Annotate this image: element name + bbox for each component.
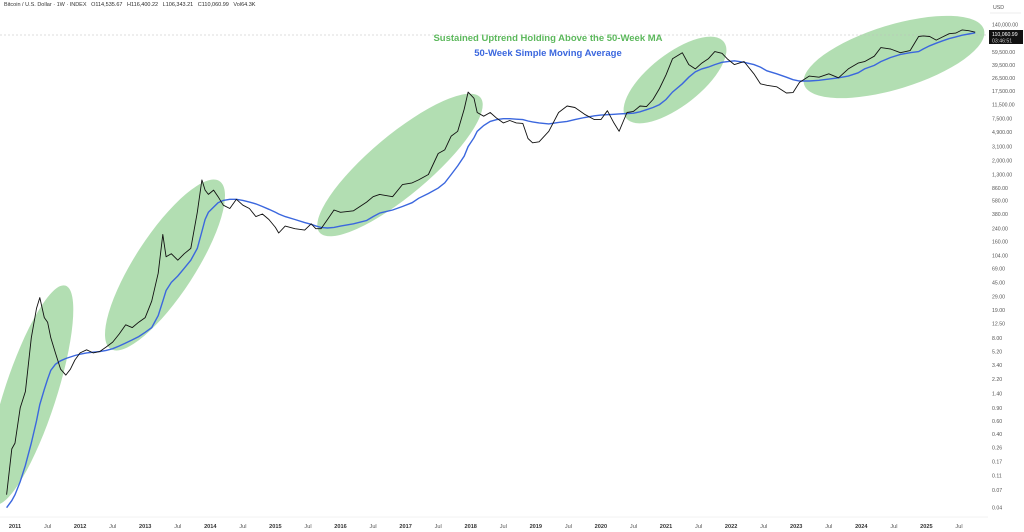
x-tick-label: Jul — [825, 524, 832, 530]
high-value: H116,400.22 — [127, 2, 159, 8]
uptrend-ellipse-2021 — [623, 36, 727, 124]
y-tick-label: 580.00 — [992, 198, 1008, 204]
y-tick-label: 160.00 — [992, 240, 1008, 246]
x-tick-label: 2016 — [334, 524, 346, 530]
x-tick-label: Jul — [435, 524, 442, 530]
ma50-line — [6, 32, 976, 509]
y-tick-label: 0.26 — [992, 446, 1002, 452]
uptrend-ellipse-2024 — [803, 15, 985, 99]
x-tick-label: Jul — [565, 524, 572, 530]
x-tick-label: Jul — [109, 524, 116, 530]
y-tick-label: 12.50 — [992, 322, 1005, 328]
y-tick-label: 69.00 — [992, 267, 1005, 273]
y-tick-label: 8.00 — [992, 336, 1002, 342]
y-tick-label: 19.00 — [992, 308, 1005, 314]
time-axis[interactable]: 2011 Jul 2012 Jul 2013 Jul 2014 Jul 2015 Jul 2016 J… — [9, 524, 963, 530]
y-tick-label: 1.40 — [992, 392, 1002, 398]
x-tick-label: Jul — [630, 524, 637, 530]
y-tick-label: 45.00 — [992, 280, 1005, 286]
x-tick-label: 2022 — [725, 524, 737, 530]
x-tick-label: Jul — [890, 524, 897, 530]
y-tick-label: 4,900.00 — [992, 130, 1012, 136]
low-value: L106,343.21 — [162, 2, 194, 8]
y-tick-label: 0.11 — [992, 473, 1002, 479]
price-badge-value: 110,060.99 — [992, 32, 1018, 38]
symbol-label: Bitcoin / U.S. Dollar · 1W · INDEX — [4, 2, 87, 8]
x-tick-label: 2015 — [269, 524, 281, 530]
volume-value: Vol64.3K — [233, 2, 256, 8]
x-tick-label: 2023 — [790, 524, 802, 530]
x-tick-label: 2019 — [530, 524, 542, 530]
y-tick-label: 380.00 — [992, 212, 1008, 218]
y-tick-label: 3,100.00 — [992, 145, 1012, 151]
y-tick-label: 5.20 — [992, 350, 1002, 356]
y-tick-label: 1,300.00 — [992, 173, 1012, 179]
annotation-ma50: 50-Week Simple Moving Average — [474, 48, 621, 59]
x-tick-label: Jul — [44, 524, 51, 530]
price-axis[interactable]: USD — [988, 0, 1024, 532]
x-tick-label: 2024 — [855, 524, 868, 530]
y-tick-label: 0.04 — [992, 506, 1002, 512]
y-tick-label: 860.00 — [992, 186, 1008, 192]
x-tick-label: Jul — [370, 524, 377, 530]
y-tick-label: 39,500.00 — [992, 63, 1015, 69]
y-tick-label: 0.40 — [992, 432, 1002, 438]
close-value: C110,060.99 — [197, 2, 229, 8]
uptrend-ellipse-2011 — [0, 285, 74, 505]
x-tick-label: Jul — [760, 524, 767, 530]
chart-header: Bitcoin / U.S. Dollar · 1W · INDEX O114,… — [4, 2, 258, 8]
annotation-uptrend: Sustained Uptrend Holding Above the 50-W… — [433, 33, 662, 44]
open-value: O114,535.67 — [91, 2, 123, 8]
x-tick-label: Jul — [500, 524, 507, 530]
y-tick-label: 0.60 — [992, 419, 1002, 425]
x-tick-label: Jul — [174, 524, 181, 530]
y-tick-label: 7,500.00 — [992, 116, 1012, 122]
x-tick-label: 2011 — [9, 524, 21, 530]
currency-label: USD — [993, 5, 1004, 11]
uptrend-ellipse-2013 — [105, 179, 225, 351]
x-tick-label: Jul — [239, 524, 246, 530]
y-tick-label: 59,500.00 — [992, 50, 1015, 56]
y-tick-label: 29.00 — [992, 295, 1005, 301]
x-tick-label: 2014 — [204, 524, 217, 530]
y-tick-label: 104.00 — [992, 254, 1008, 260]
y-tick-label: 26,500.00 — [992, 76, 1015, 82]
x-tick-label: 2020 — [595, 524, 607, 530]
x-tick-label: Jul — [955, 524, 962, 530]
x-tick-label: 2017 — [399, 524, 411, 530]
y-tick-label: 140,000.00 — [992, 22, 1018, 28]
y-tick-label: 0.07 — [992, 488, 1002, 494]
x-tick-label: 2018 — [464, 524, 476, 530]
y-tick-label: 2,000.00 — [992, 159, 1012, 165]
x-tick-label: 2012 — [74, 524, 86, 530]
y-tick-label: 17,500.00 — [992, 89, 1015, 95]
y-tick-label: 3.40 — [992, 363, 1002, 369]
y-tick-label: 0.17 — [992, 459, 1002, 465]
price-badge: 110,060.99 03:46:51 — [989, 30, 1023, 45]
y-tick-label: 11,500.00 — [992, 103, 1015, 109]
x-tick-label: 2021 — [660, 524, 672, 530]
x-tick-label: Jul — [304, 524, 311, 530]
y-tick-label: 0.90 — [992, 406, 1002, 412]
price-line — [6, 29, 976, 495]
y-tick-label: 2.20 — [992, 377, 1002, 383]
x-tick-label: 2013 — [139, 524, 151, 530]
x-tick-label: Jul — [695, 524, 702, 530]
uptrend-ellipse-2017 — [317, 93, 483, 237]
price-badge-timer: 03:46:51 — [992, 39, 1012, 45]
y-tick-label: 240.00 — [992, 227, 1008, 233]
x-tick-label: 2025 — [920, 524, 932, 530]
